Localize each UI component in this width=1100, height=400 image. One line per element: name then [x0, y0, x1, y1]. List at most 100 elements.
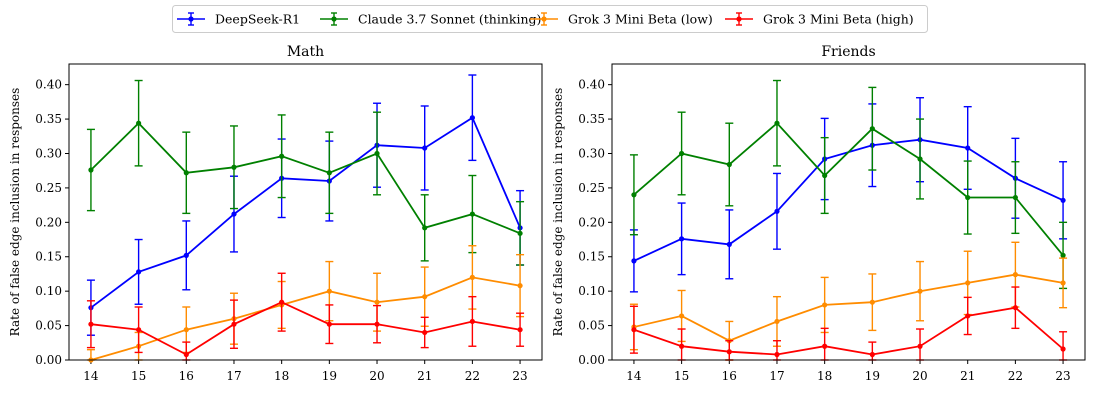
- data-point: [965, 194, 971, 201]
- x-tick-label: 15: [674, 369, 689, 383]
- data-point: [822, 343, 828, 349]
- data-point: [1060, 197, 1066, 203]
- data-point: [231, 321, 237, 327]
- data-point: [231, 164, 237, 170]
- y-tick-label: 0.35: [35, 112, 62, 126]
- series-line: [633, 306, 1064, 356]
- series-claude-3-7-sonnet-thinking: [629, 79, 1068, 290]
- y-tick-label: 0.10: [578, 284, 605, 298]
- y-tick-label: 0.15: [35, 250, 62, 264]
- series-grok-3-mini-beta-low: [86, 245, 525, 363]
- data-point: [422, 294, 428, 300]
- data-point: [422, 225, 428, 231]
- data-point: [679, 313, 685, 319]
- legend: DeepSeek-R1 Claude 3.7 Sonnet (thinking) G…: [172, 5, 928, 33]
- series-deepseek-r1: [86, 74, 525, 336]
- y-tick-label: 0.20: [578, 215, 605, 229]
- x-tick-label: 20: [912, 369, 927, 383]
- legend-label: Grok 3 Mini Beta (high): [763, 12, 914, 27]
- data-point: [183, 252, 189, 258]
- data-point: [326, 321, 332, 327]
- series-line: [90, 121, 521, 235]
- data-point: [469, 318, 475, 325]
- data-point: [869, 299, 875, 305]
- data-point: [726, 241, 732, 247]
- y-tick-label: 0.30: [35, 146, 62, 160]
- data-point: [869, 351, 875, 358]
- legend-label: Claude 3.7 Sonnet (thinking): [358, 12, 541, 27]
- data-point: [136, 120, 142, 126]
- data-point: [631, 192, 637, 198]
- data-point: [917, 343, 923, 349]
- plot-frame: [68, 63, 543, 361]
- series-line: [90, 116, 521, 309]
- legend-label: Grok 3 Mini Beta (low): [568, 12, 713, 27]
- series-line: [90, 276, 521, 361]
- data-point: [631, 258, 637, 264]
- data-point: [326, 170, 332, 176]
- data-point: [469, 211, 475, 217]
- x-tick-label: 21: [960, 369, 975, 383]
- data-point: [679, 343, 685, 349]
- series-grok-3-mini-beta-high: [629, 286, 1068, 361]
- chart-title: Math: [287, 44, 324, 60]
- chart-title: Friends: [821, 44, 875, 60]
- data-point: [374, 150, 380, 157]
- x-tick-label: 16: [179, 369, 194, 383]
- data-point: [774, 351, 780, 358]
- y-tick-label: 0.00: [578, 353, 605, 367]
- data-point: [374, 299, 380, 305]
- data-point: [279, 299, 285, 305]
- y-tick-label: 0.10: [35, 284, 62, 298]
- data-point: [917, 288, 923, 294]
- data-point: [631, 327, 637, 333]
- data-point: [1060, 252, 1066, 258]
- error-bar: [868, 341, 877, 361]
- data-point: [1012, 305, 1018, 311]
- x-tick-label: 19: [322, 369, 337, 383]
- series-line: [90, 301, 521, 356]
- series-line: [633, 273, 1064, 342]
- x-tick-label: 17: [769, 369, 784, 383]
- x-tick-label: 23: [512, 369, 527, 383]
- error-bar: [772, 340, 781, 361]
- y-tick-label: 0.35: [578, 112, 605, 126]
- y-tick-label: 0.00: [35, 353, 62, 367]
- legend-marker: [736, 16, 742, 22]
- data-point: [822, 172, 828, 179]
- x-tick-label: 23: [1055, 369, 1070, 383]
- x-tick-label: 20: [369, 369, 384, 383]
- x-tick-label: 18: [274, 369, 289, 383]
- series-grok-3-mini-beta-high: [86, 272, 525, 361]
- y-axis-label: Rate of false edge inclusion in response…: [551, 88, 565, 337]
- data-point: [422, 329, 428, 336]
- data-point: [679, 236, 685, 242]
- y-tick-label: 0.25: [35, 181, 62, 195]
- data-point: [822, 302, 828, 308]
- data-point: [183, 170, 189, 176]
- legend-marker: [541, 16, 547, 22]
- series-deepseek-r1: [629, 97, 1068, 293]
- data-point: [726, 161, 732, 168]
- x-tick-label: 14: [626, 369, 642, 383]
- data-point: [1012, 194, 1018, 201]
- data-point: [965, 280, 971, 286]
- data-point: [869, 126, 875, 132]
- data-point: [1060, 346, 1066, 352]
- y-axis-label: Rate of false edge inclusion in response…: [8, 88, 22, 337]
- y-tick-label: 0.20: [35, 215, 62, 229]
- plot-frame: [611, 63, 1086, 361]
- data-point: [726, 349, 732, 355]
- data-point: [1060, 280, 1066, 286]
- x-tick-label: 14: [83, 369, 99, 383]
- data-point: [517, 283, 523, 289]
- data-point: [469, 115, 475, 121]
- legend-item: DeepSeek-R1: [177, 12, 300, 27]
- y-tick-label: 0.30: [578, 146, 605, 160]
- legend-item: Claude 3.7 Sonnet (thinking): [320, 12, 541, 27]
- chart-friends: Friends Rate of false edge inclusion in r…: [551, 44, 1086, 383]
- data-point: [517, 327, 523, 333]
- data-point: [469, 274, 475, 280]
- series-line: [633, 121, 1064, 256]
- data-point: [774, 318, 780, 325]
